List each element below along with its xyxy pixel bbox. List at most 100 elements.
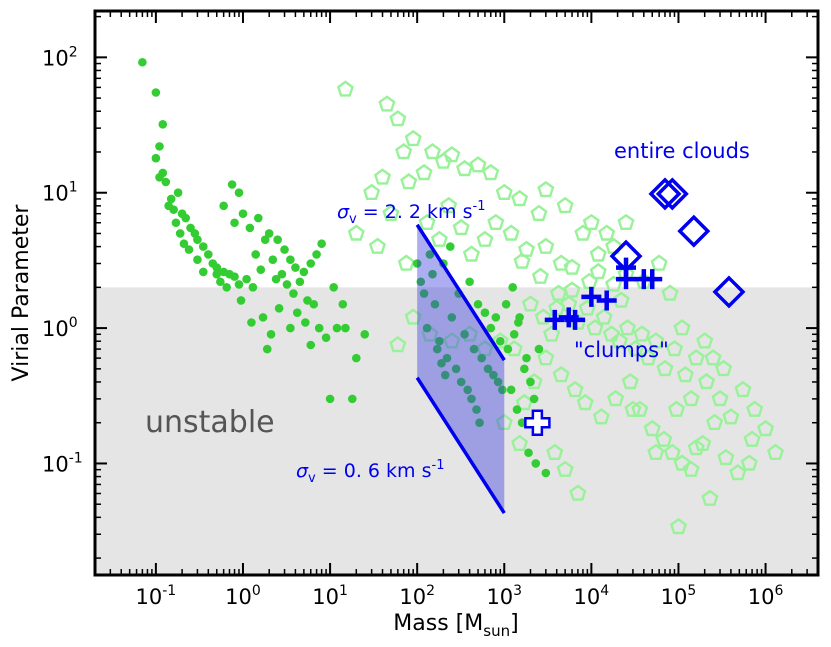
pentagon-point [469,156,487,173]
x-axis-label-sub: sun [483,622,510,640]
pentagon-point [756,419,775,437]
core-point [348,394,357,404]
core-point [166,194,176,204]
y-tick-label: 10-1 [42,450,83,476]
pentagon-point [495,413,513,430]
cloud-point [712,275,746,309]
pentagon-point [582,213,600,231]
x-tick-label: 10-1 [136,583,177,609]
pentagon-point [589,245,607,262]
core-point [351,353,361,363]
core-point [526,377,535,387]
core-point [309,299,319,309]
x-axis-label-main: Mass [M [393,611,483,636]
core-point [264,229,274,238]
pentagon-point [397,254,415,271]
pentagon-point [502,224,520,241]
core-point [256,265,266,275]
pentagon-point [563,281,581,298]
pentagon-point [543,325,561,342]
pentagon-point [373,168,392,185]
unstable-label: unstable [145,405,275,440]
pentagon-point [537,349,555,366]
pentagon-point [696,332,714,349]
pentagon-point [404,129,422,147]
core-point [247,318,256,327]
sigma-lower-line [415,376,506,515]
core-point [219,201,228,211]
core-point [306,340,316,350]
core-point [212,269,222,279]
core-point [529,394,539,404]
pentagon-point [673,454,691,471]
pentagon-point [598,224,616,241]
core-point [151,153,161,163]
core-point [440,370,450,380]
pentagon-point [487,213,505,231]
core-point [486,323,496,333]
pentagon-point [430,230,448,247]
pentagon-point [440,196,458,214]
pentagon-point [482,163,500,181]
cloud-point [609,239,643,273]
core-point [173,188,183,198]
sigma-symbol: σ [337,201,350,223]
core-point [460,329,469,339]
velocity-dispersion-band [417,224,505,514]
pentagon-point [706,413,724,430]
core-point [503,344,513,354]
core-point [238,209,248,218]
sigma-value: = 0. 6 km s [316,460,432,482]
core-point [306,259,316,268]
core-point [465,277,474,287]
core-point [489,370,498,380]
pentagon-point [667,400,686,417]
pentagon-point [687,349,705,366]
pentagon-point [455,159,474,177]
core-point [161,177,171,187]
core-point [456,377,466,387]
core-point [258,313,268,322]
pentagon-point [537,180,555,198]
cloud-point [648,177,682,211]
pentagon-point [552,254,570,271]
pentagon-point [569,484,587,501]
pentagon-point [443,332,461,349]
pentagon-point [521,295,540,312]
entire-clouds-label: entire clouds [614,139,750,163]
pentagon-point [665,340,684,357]
pentagon-point [711,389,729,407]
x-tick-label: 100 [225,583,261,609]
core-point [416,277,426,287]
core-point [254,213,263,223]
core-point [506,385,516,395]
core-point [522,353,531,363]
sigma-subscript: v [349,212,357,227]
sigma-upper-label: σv = 2. 2 km s-1 [337,199,485,227]
core-point [508,283,518,292]
core-point [332,323,342,333]
pentagon-point [621,373,639,390]
core-point [158,120,168,129]
pentagon-point [421,325,439,342]
core-point [475,418,484,428]
core-point [268,255,278,265]
pentagon-point [612,291,630,308]
clump-point [581,286,602,307]
pentagon-point [687,439,705,456]
pentagon-point [746,400,764,417]
core-point [251,250,261,259]
core-point [248,283,258,292]
pentagon-point [673,319,691,336]
pentagon-point [647,443,665,460]
core-point [472,405,481,414]
blue-marker-series [524,177,746,436]
pentagon-point [595,308,613,325]
core-point [295,277,305,287]
core-point [171,218,181,228]
core-point [495,336,505,346]
sigma-exponent: -1 [432,458,445,473]
core-point [193,255,202,265]
core-point [501,299,511,309]
